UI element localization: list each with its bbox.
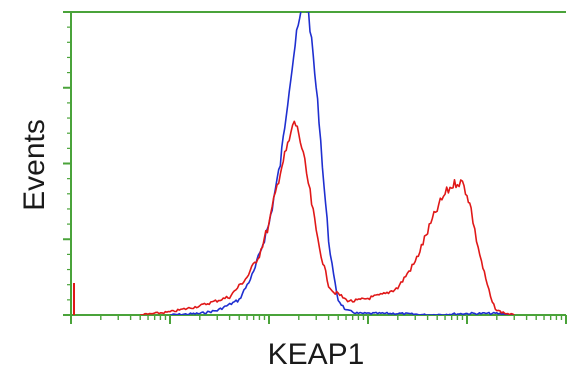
- axes: [63, 11, 567, 324]
- y-axis-title: Events: [18, 119, 51, 211]
- red-series-line: [140, 120, 515, 315]
- x-axis-title: KEAP1: [268, 338, 365, 371]
- series-layer: [73, 12, 515, 315]
- blue-series-line: [170, 12, 515, 315]
